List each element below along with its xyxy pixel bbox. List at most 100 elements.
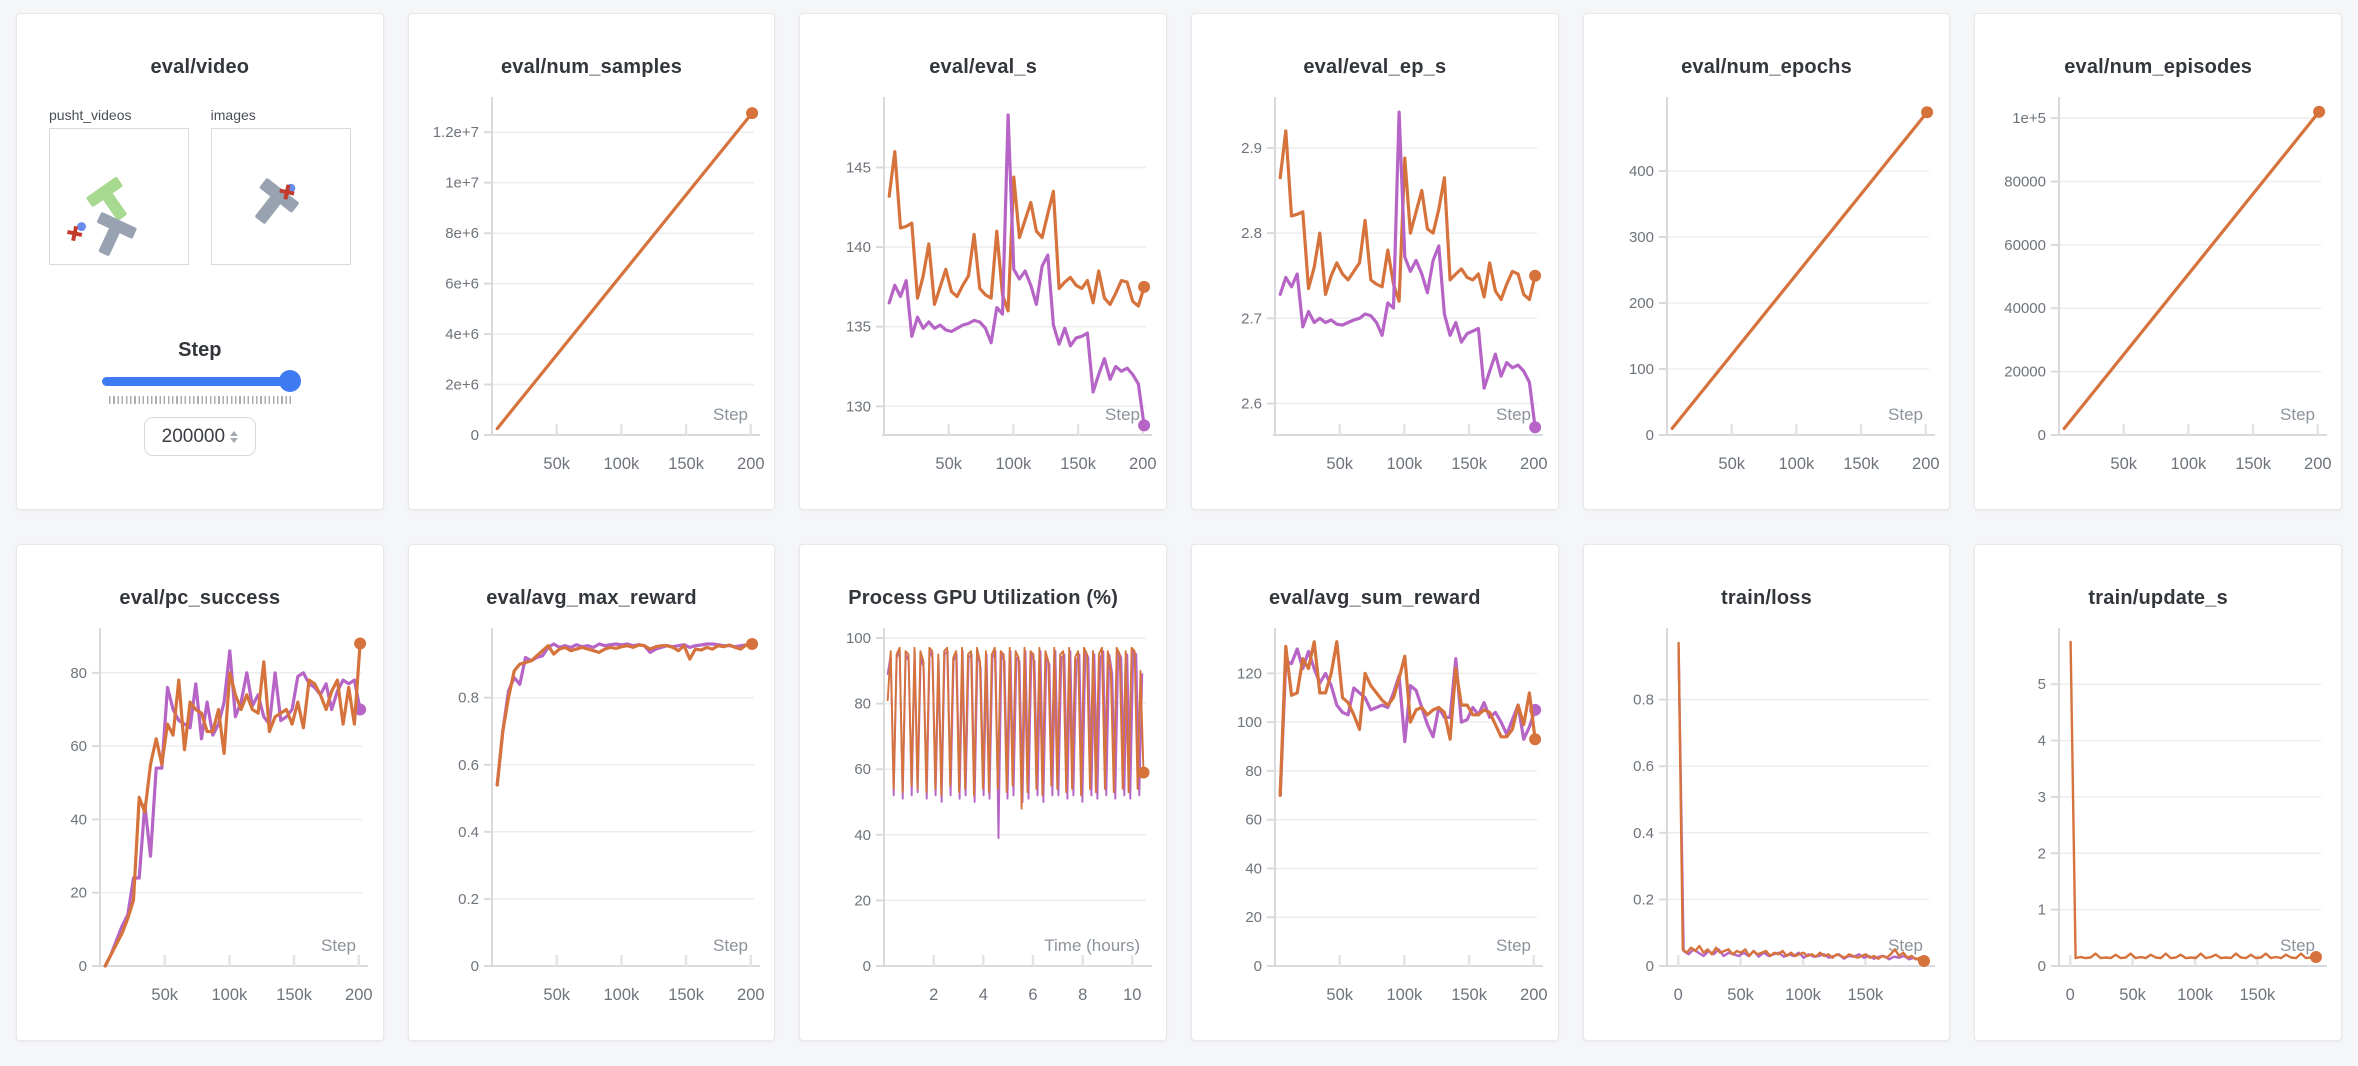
svg-text:Step: Step bbox=[1105, 405, 1140, 424]
stepper-arrows-icon[interactable] bbox=[230, 430, 239, 443]
line-chart-plot[interactable]: 0 2e+6 4e+6 6e+6 8e+6 1e+7 1.2e+7 50k 100k 150k 20… bbox=[418, 91, 765, 501]
panel-eval-num-epochs: eval/num_epochs 0 100 200 300 400 50k 100k 150k… bbox=[1582, 13, 1951, 510]
svg-text:100k: 100k bbox=[603, 455, 640, 473]
svg-text:50k: 50k bbox=[1718, 455, 1745, 473]
svg-text:120: 120 bbox=[1237, 665, 1262, 682]
svg-text:50k: 50k bbox=[543, 455, 570, 473]
svg-text:50k: 50k bbox=[1327, 986, 1354, 1004]
svg-text:0: 0 bbox=[862, 958, 870, 975]
svg-text:0.6: 0.6 bbox=[1633, 758, 1654, 775]
svg-text:80: 80 bbox=[1246, 763, 1263, 780]
svg-text:Time (hours): Time (hours) bbox=[1044, 936, 1140, 955]
chart-title: train/loss bbox=[1721, 587, 1812, 609]
video-thumbnail-pusht[interactable] bbox=[49, 128, 189, 265]
svg-text:3: 3 bbox=[2037, 789, 2045, 806]
chart-title: eval/eval_s bbox=[929, 56, 1038, 78]
svg-text:0: 0 bbox=[471, 958, 479, 975]
step-value[interactable]: 200000 bbox=[161, 425, 226, 447]
line-chart-plot[interactable]: 0 20 40 60 80 100 2 4 6 8 10 Time (hours) bbox=[810, 622, 1157, 1032]
image-frame bbox=[254, 178, 299, 224]
svg-text:100k: 100k bbox=[1387, 986, 1424, 1004]
agent-dot bbox=[77, 222, 86, 231]
panel-train-update-s: train/update_s 0 1 2 3 4 5 0 50k 100k 150k Step bbox=[1974, 544, 2342, 1041]
slider-thumb[interactable] bbox=[278, 370, 301, 392]
line-chart-plot[interactable]: 0 0.2 0.4 0.6 0.8 50k 100k 150k 200 Step bbox=[418, 622, 765, 1032]
svg-text:Step: Step bbox=[321, 936, 356, 955]
line-chart-plot[interactable]: 0 1 2 3 4 5 0 50k 100k 150k Step bbox=[1985, 622, 2332, 1032]
svg-text:20: 20 bbox=[1246, 909, 1263, 926]
svg-text:100: 100 bbox=[1629, 361, 1654, 378]
svg-text:0.4: 0.4 bbox=[1633, 825, 1654, 842]
media-row: pusht_videos bbox=[17, 107, 383, 265]
svg-text:0: 0 bbox=[2037, 427, 2045, 444]
svg-text:150k: 150k bbox=[668, 455, 705, 473]
t-shape-gray bbox=[254, 178, 299, 224]
svg-text:4e+6: 4e+6 bbox=[445, 326, 479, 343]
svg-text:150k: 150k bbox=[2235, 455, 2272, 473]
line-chart-plot[interactable]: 0 20000 40000 60000 80000 1e+5 50k 100k 150k 200 S… bbox=[1985, 91, 2332, 501]
svg-text:60000: 60000 bbox=[2004, 237, 2046, 254]
svg-text:80: 80 bbox=[71, 665, 88, 682]
svg-text:100k: 100k bbox=[995, 455, 1032, 473]
svg-text:150k: 150k bbox=[1847, 986, 1884, 1004]
chart-eval-num-episodes: 0 20000 40000 60000 80000 1e+5 50k 100k 150k 200 S… bbox=[1975, 91, 2341, 501]
svg-text:Step: Step bbox=[1496, 936, 1531, 955]
svg-text:100k: 100k bbox=[1785, 986, 1822, 1004]
svg-text:0: 0 bbox=[471, 427, 479, 444]
svg-text:40: 40 bbox=[71, 811, 88, 828]
line-chart-plot[interactable]: 0 20 40 60 80 50k 100k 150k 200 Step bbox=[26, 622, 373, 1032]
svg-text:1: 1 bbox=[2037, 902, 2045, 919]
chart-title: Process GPU Utilization (%) bbox=[848, 587, 1119, 609]
svg-text:0: 0 bbox=[1254, 958, 1262, 975]
image-thumbnail[interactable] bbox=[210, 128, 351, 265]
svg-text:0.2: 0.2 bbox=[458, 891, 479, 908]
svg-text:Step: Step bbox=[1496, 405, 1531, 424]
svg-text:2.6: 2.6 bbox=[1241, 396, 1262, 413]
svg-text:Step: Step bbox=[2280, 405, 2315, 424]
svg-text:60: 60 bbox=[71, 738, 88, 755]
line-chart-plot[interactable]: 0 100 200 300 400 50k 100k 150k 200 Step bbox=[1593, 91, 1940, 501]
step-slider[interactable] bbox=[101, 370, 301, 392]
svg-text:150k: 150k bbox=[2239, 986, 2276, 1004]
svg-text:6: 6 bbox=[1028, 986, 1037, 1004]
svg-text:2.7: 2.7 bbox=[1241, 310, 1262, 327]
svg-text:2.8: 2.8 bbox=[1241, 225, 1262, 242]
svg-text:50k: 50k bbox=[2110, 455, 2137, 473]
svg-text:100k: 100k bbox=[603, 986, 640, 1004]
svg-text:0: 0 bbox=[1646, 958, 1654, 975]
svg-text:0: 0 bbox=[79, 958, 87, 975]
svg-text:Step: Step bbox=[2280, 936, 2315, 955]
svg-text:200: 200 bbox=[1520, 986, 1548, 1004]
svg-text:135: 135 bbox=[846, 319, 871, 336]
svg-text:0: 0 bbox=[1674, 986, 1683, 1004]
svg-text:2: 2 bbox=[929, 986, 938, 1004]
chart-title: eval/pc_success bbox=[119, 587, 281, 609]
target-cross bbox=[67, 225, 83, 242]
svg-text:100k: 100k bbox=[2170, 455, 2207, 473]
svg-text:0.4: 0.4 bbox=[458, 824, 479, 841]
svg-text:20: 20 bbox=[854, 892, 871, 909]
svg-text:2.9: 2.9 bbox=[1241, 140, 1262, 157]
svg-text:Step: Step bbox=[1888, 405, 1923, 424]
svg-text:300: 300 bbox=[1629, 229, 1654, 246]
chart-title: eval/avg_sum_reward bbox=[1268, 587, 1481, 609]
svg-text:145: 145 bbox=[846, 160, 871, 177]
line-chart-plot[interactable]: 2.6 2.7 2.8 2.9 50k 100k 150k 200 Step bbox=[1201, 91, 1548, 501]
svg-text:Step: Step bbox=[713, 936, 748, 955]
step-input[interactable]: 200000 bbox=[143, 417, 256, 456]
svg-text:1e+7: 1e+7 bbox=[445, 175, 479, 192]
chart-eval-pc-success: 0 20 40 60 80 50k 100k 150k 200 Step bbox=[17, 622, 383, 1032]
media-label-pusht-videos: pusht_videos bbox=[49, 107, 132, 123]
svg-text:50k: 50k bbox=[1327, 455, 1354, 473]
step-slider-label: Step bbox=[178, 339, 222, 361]
svg-text:40: 40 bbox=[1246, 861, 1263, 878]
slider-track[interactable] bbox=[101, 377, 298, 386]
chart-title: eval/num_samples bbox=[500, 56, 683, 78]
svg-text:200: 200 bbox=[1629, 295, 1654, 312]
line-chart-plot[interactable]: 0 20 40 60 80 100 120 50k 100k 150k 200 Step bbox=[1201, 622, 1548, 1032]
t-shape-green bbox=[86, 177, 127, 221]
line-chart-plot[interactable]: 130 135 140 145 50k 100k 150k 200 Step bbox=[810, 91, 1157, 501]
chart-eval-num-samples: 0 2e+6 4e+6 6e+6 8e+6 1e+7 1.2e+7 50k 100k 150k 20… bbox=[409, 91, 775, 501]
svg-text:200: 200 bbox=[345, 986, 373, 1004]
